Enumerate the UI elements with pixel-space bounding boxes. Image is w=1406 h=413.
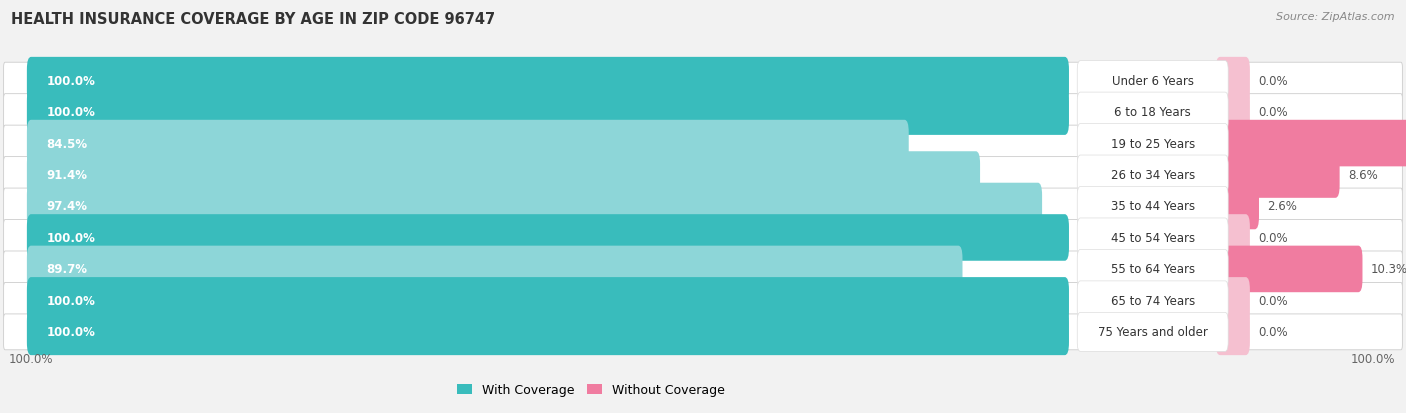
Text: 45 to 54 Years: 45 to 54 Years [1111, 231, 1195, 244]
Text: 91.4%: 91.4% [46, 169, 87, 182]
Text: 100.0%: 100.0% [8, 352, 53, 365]
Text: 0.0%: 0.0% [1258, 74, 1288, 88]
FancyBboxPatch shape [1077, 93, 1229, 132]
Text: 10.3%: 10.3% [1371, 263, 1406, 276]
Text: 2.6%: 2.6% [1267, 200, 1298, 213]
FancyBboxPatch shape [27, 152, 980, 198]
Text: 97.4%: 97.4% [46, 200, 87, 213]
FancyBboxPatch shape [4, 189, 1402, 224]
FancyBboxPatch shape [1077, 187, 1229, 226]
FancyBboxPatch shape [1216, 309, 1250, 355]
FancyBboxPatch shape [1216, 152, 1340, 198]
Text: 0.0%: 0.0% [1258, 231, 1288, 244]
Text: 0.0%: 0.0% [1258, 325, 1288, 339]
FancyBboxPatch shape [27, 309, 1069, 355]
FancyBboxPatch shape [4, 252, 1402, 287]
Text: Under 6 Years: Under 6 Years [1112, 74, 1194, 88]
Text: 100.0%: 100.0% [46, 74, 96, 88]
FancyBboxPatch shape [1077, 281, 1229, 320]
Text: 100.0%: 100.0% [46, 294, 96, 307]
Text: 0.0%: 0.0% [1258, 106, 1288, 119]
FancyBboxPatch shape [27, 121, 908, 167]
FancyBboxPatch shape [4, 126, 1402, 161]
FancyBboxPatch shape [1077, 250, 1229, 289]
Text: 19 to 25 Years: 19 to 25 Years [1111, 137, 1195, 150]
Text: 65 to 74 Years: 65 to 74 Years [1111, 294, 1195, 307]
FancyBboxPatch shape [1077, 156, 1229, 195]
Text: 6 to 18 Years: 6 to 18 Years [1115, 106, 1191, 119]
FancyBboxPatch shape [1216, 58, 1250, 104]
Text: 84.5%: 84.5% [46, 137, 87, 150]
FancyBboxPatch shape [1216, 215, 1250, 261]
FancyBboxPatch shape [27, 89, 1069, 135]
Text: 100.0%: 100.0% [46, 231, 96, 244]
FancyBboxPatch shape [4, 157, 1402, 193]
FancyBboxPatch shape [4, 63, 1402, 99]
FancyBboxPatch shape [4, 314, 1402, 350]
FancyBboxPatch shape [1216, 246, 1362, 292]
FancyBboxPatch shape [4, 283, 1402, 318]
Text: 100.0%: 100.0% [1351, 352, 1396, 365]
FancyBboxPatch shape [1077, 218, 1229, 257]
Text: 75 Years and older: 75 Years and older [1098, 325, 1208, 339]
FancyBboxPatch shape [4, 220, 1402, 256]
FancyBboxPatch shape [1216, 183, 1258, 230]
Text: 55 to 64 Years: 55 to 64 Years [1111, 263, 1195, 276]
Text: 0.0%: 0.0% [1258, 294, 1288, 307]
FancyBboxPatch shape [27, 215, 1069, 261]
Text: 89.7%: 89.7% [46, 263, 87, 276]
Text: HEALTH INSURANCE COVERAGE BY AGE IN ZIP CODE 96747: HEALTH INSURANCE COVERAGE BY AGE IN ZIP … [11, 12, 495, 27]
FancyBboxPatch shape [27, 58, 1069, 104]
FancyBboxPatch shape [1077, 313, 1229, 351]
Text: 100.0%: 100.0% [46, 106, 96, 119]
FancyBboxPatch shape [1077, 62, 1229, 100]
Text: 100.0%: 100.0% [46, 325, 96, 339]
FancyBboxPatch shape [27, 246, 963, 292]
FancyBboxPatch shape [4, 95, 1402, 130]
Text: 35 to 44 Years: 35 to 44 Years [1111, 200, 1195, 213]
Legend: With Coverage, Without Coverage: With Coverage, Without Coverage [451, 378, 730, 401]
FancyBboxPatch shape [1216, 121, 1406, 167]
Text: Source: ZipAtlas.com: Source: ZipAtlas.com [1277, 12, 1395, 22]
FancyBboxPatch shape [27, 278, 1069, 324]
Text: 8.6%: 8.6% [1348, 169, 1378, 182]
FancyBboxPatch shape [1216, 89, 1250, 135]
Text: 26 to 34 Years: 26 to 34 Years [1111, 169, 1195, 182]
FancyBboxPatch shape [27, 183, 1042, 230]
FancyBboxPatch shape [1077, 124, 1229, 163]
FancyBboxPatch shape [1216, 278, 1250, 324]
